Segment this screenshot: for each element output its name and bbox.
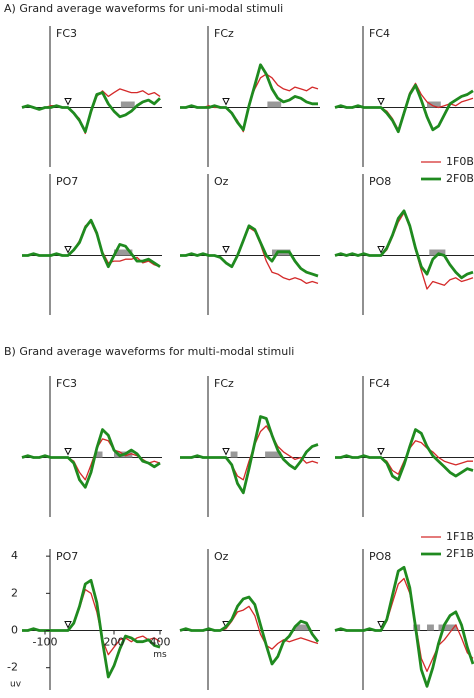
waveform: [334, 209, 474, 280]
panel-title: Oz: [214, 175, 229, 188]
y-tick-label: 0: [11, 624, 18, 637]
significance-bar: [438, 624, 457, 631]
onset-marker: [222, 98, 230, 106]
y-tick-label: -2: [7, 661, 18, 674]
onset-marker: [222, 246, 230, 254]
waveform: [180, 224, 319, 278]
x-axis-label: ms: [153, 650, 167, 660]
onset-marker: [377, 98, 385, 106]
significance-bar: [429, 249, 446, 256]
x-tick-label: 200: [104, 636, 125, 649]
onset-marker: [64, 246, 72, 254]
onset-marker: [64, 448, 72, 456]
waveform: [22, 218, 161, 269]
panel-title: PO7: [56, 550, 78, 563]
panel-title: PO7: [56, 175, 78, 188]
waveform: [180, 415, 319, 495]
significance-bar: [267, 101, 282, 108]
onset-marker: [222, 448, 230, 456]
onset-marker: [64, 98, 72, 106]
panel-title: PO8: [369, 175, 391, 188]
significance-bar: [265, 451, 282, 458]
panel-title: FCz: [214, 27, 234, 40]
legend-label: 1F1B: [446, 530, 474, 543]
significance-bar: [427, 624, 434, 631]
waveform: [21, 91, 161, 134]
onset-marker: [377, 448, 385, 456]
significance-bar: [120, 101, 135, 108]
onset-marker: [377, 246, 385, 254]
significance-bar: [427, 101, 441, 108]
onset-marker: [377, 621, 385, 629]
y-axis-label: uv: [10, 680, 22, 690]
significance-bar: [295, 624, 309, 631]
panel-title: FCz: [214, 377, 234, 390]
significance-bar: [230, 451, 238, 458]
significance-bar: [95, 451, 103, 458]
section-title: A) Grand average waveforms for uni-modal…: [4, 2, 283, 15]
significance-bar: [114, 249, 133, 256]
x-tick-label: -100: [33, 636, 58, 649]
y-tick-label: 2: [11, 586, 18, 599]
waveform: [335, 428, 474, 482]
waveform: [334, 83, 474, 134]
waveform: [22, 578, 161, 679]
y-tick-label: 4: [11, 549, 18, 562]
waveform: [21, 428, 161, 489]
waveform: [179, 595, 320, 666]
panel-title: FC3: [56, 377, 77, 390]
waveform: [334, 565, 474, 688]
waveform: [180, 63, 318, 132]
legend-label: 2F1B: [446, 547, 474, 560]
legend-label: 1F0B: [446, 155, 474, 168]
panel-title: FC3: [56, 27, 77, 40]
panel-title: FC4: [369, 377, 390, 390]
section-title: B) Grand average waveforms for multi-mod…: [4, 345, 294, 358]
panel-title: FC4: [369, 27, 390, 40]
panel-title: Oz: [214, 550, 229, 563]
waveform: [334, 212, 474, 290]
panel-title: PO8: [369, 550, 391, 563]
legend-label: 2F0B: [446, 172, 474, 185]
x-tick-label: 400: [150, 636, 171, 649]
onset-marker: [64, 621, 72, 629]
